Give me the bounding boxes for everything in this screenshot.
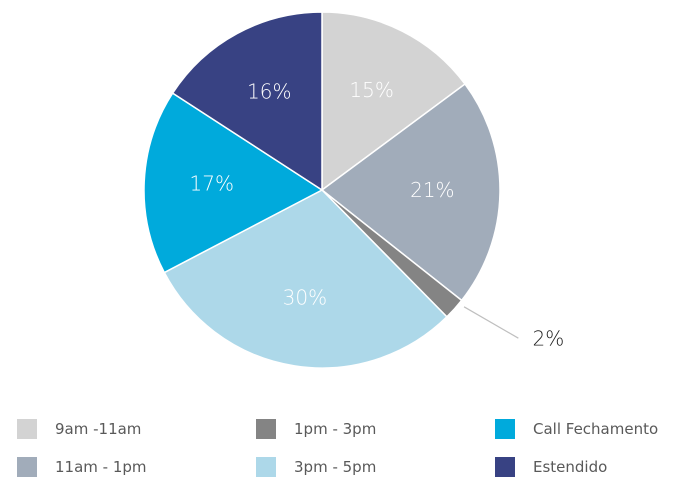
slice-label-call-fechamento: 17% bbox=[190, 171, 234, 195]
pie-slice-estendido bbox=[171, 11, 323, 192]
slice-label-9am-11am: 15% bbox=[349, 78, 393, 102]
slice-label-1pm-3pm: 2% bbox=[532, 327, 564, 351]
pie-slice-call-fechamento bbox=[143, 92, 324, 274]
pie-slice-3pm-5pm bbox=[163, 189, 448, 369]
slice-label-estendido: 16% bbox=[247, 80, 291, 104]
leader-line-1pm-3pm bbox=[463, 306, 519, 339]
pie-slice-11am-1pm bbox=[320, 82, 501, 302]
slice-label-3pm-5pm: 30% bbox=[283, 286, 327, 310]
slice-labels: 15% 21% 2% 30% 17% 16% bbox=[190, 78, 565, 351]
slice-label-11am-1pm: 21% bbox=[410, 178, 454, 202]
pie-slices bbox=[143, 11, 501, 369]
pie-slice-9am-11am bbox=[321, 11, 467, 192]
leader-lines bbox=[463, 306, 519, 339]
